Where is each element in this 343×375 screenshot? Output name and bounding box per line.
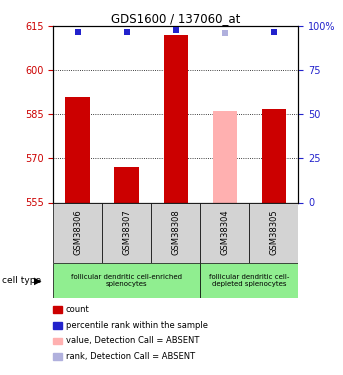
Bar [164, 35, 188, 203]
Text: percentile rank within the sample: percentile rank within the sample [66, 321, 208, 330]
Bar [115, 167, 139, 202]
Text: count: count [66, 305, 90, 314]
Text: rank, Detection Call = ABSENT: rank, Detection Call = ABSENT [66, 352, 195, 361]
Bar [66, 97, 90, 202]
Bar [262, 108, 286, 202]
Bar [200, 202, 249, 262]
Text: cell type: cell type [2, 276, 41, 285]
Text: GSM38304: GSM38304 [220, 210, 229, 255]
Text: GSM38306: GSM38306 [73, 210, 82, 255]
Title: GDS1600 / 137060_at: GDS1600 / 137060_at [111, 12, 240, 25]
Text: value, Detection Call = ABSENT: value, Detection Call = ABSENT [66, 336, 199, 345]
Bar [200, 262, 298, 298]
Text: GSM38305: GSM38305 [269, 210, 279, 255]
Bar [151, 202, 200, 262]
Bar [249, 202, 298, 262]
Text: follicular dendritic cell-
depleted splenocytes: follicular dendritic cell- depleted sple… [209, 274, 289, 287]
Bar [53, 262, 200, 298]
Text: GSM38308: GSM38308 [171, 210, 180, 255]
Text: ▶: ▶ [34, 275, 41, 285]
Bar [102, 202, 151, 262]
Bar [213, 111, 237, 202]
Text: follicular dendritic cell-enriched
splenocytes: follicular dendritic cell-enriched splen… [71, 274, 182, 287]
Text: GSM38307: GSM38307 [122, 210, 131, 255]
Bar [53, 202, 102, 262]
